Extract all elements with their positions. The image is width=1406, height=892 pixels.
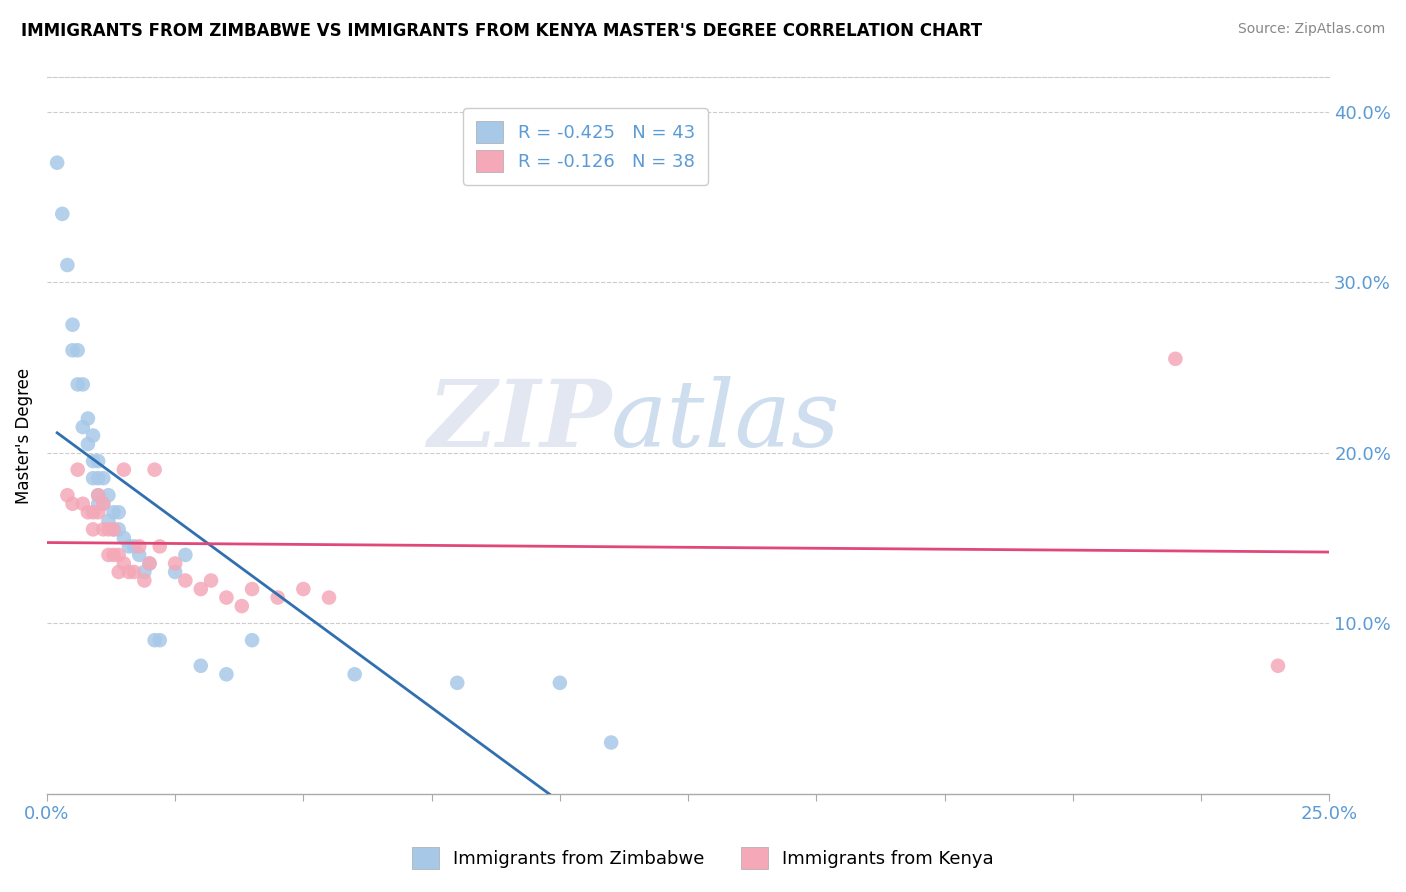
Point — [134, 565, 156, 579]
Point — [112, 463, 135, 477]
Point — [600, 735, 623, 749]
Point — [122, 540, 145, 554]
Point — [149, 633, 172, 648]
Text: IMMIGRANTS FROM ZIMBABWE VS IMMIGRANTS FROM KENYA MASTER'S DEGREE CORRELATION CH: IMMIGRANTS FROM ZIMBABWE VS IMMIGRANTS F… — [21, 22, 983, 40]
Point — [82, 428, 104, 442]
Point — [128, 548, 150, 562]
Point — [118, 540, 141, 554]
Point — [97, 548, 120, 562]
Point — [66, 377, 89, 392]
Point — [231, 599, 253, 613]
Point — [267, 591, 290, 605]
Point — [107, 548, 129, 562]
Point — [343, 667, 366, 681]
Point — [97, 514, 120, 528]
Point — [1267, 658, 1289, 673]
Point — [87, 488, 110, 502]
Point — [174, 548, 197, 562]
Point — [103, 548, 125, 562]
Point — [87, 488, 110, 502]
Point — [112, 557, 135, 571]
Point — [91, 522, 114, 536]
Point — [143, 633, 166, 648]
Point — [82, 471, 104, 485]
Point — [138, 557, 160, 571]
Point — [66, 343, 89, 358]
Point — [82, 522, 104, 536]
Point — [72, 420, 94, 434]
Point — [97, 522, 120, 536]
Point — [62, 343, 84, 358]
Point — [82, 454, 104, 468]
Point — [215, 667, 238, 681]
Point — [128, 540, 150, 554]
Text: ZIP: ZIP — [427, 376, 612, 467]
Point — [446, 676, 468, 690]
Point — [51, 207, 73, 221]
Point — [66, 463, 89, 477]
Point — [143, 463, 166, 477]
Point — [87, 497, 110, 511]
Point — [46, 155, 69, 169]
Point — [103, 505, 125, 519]
Point — [174, 574, 197, 588]
Y-axis label: Master's Degree: Master's Degree — [15, 368, 32, 504]
Legend: R = -0.425   N = 43, R = -0.126   N = 38: R = -0.425 N = 43, R = -0.126 N = 38 — [464, 108, 707, 185]
Point — [91, 497, 114, 511]
Point — [107, 505, 129, 519]
Point — [77, 437, 100, 451]
Point — [91, 471, 114, 485]
Point — [77, 505, 100, 519]
Point — [138, 557, 160, 571]
Point — [292, 582, 315, 596]
Point — [103, 522, 125, 536]
Point — [87, 505, 110, 519]
Point — [107, 522, 129, 536]
Point — [1164, 351, 1187, 366]
Point — [91, 497, 114, 511]
Point — [62, 497, 84, 511]
Point — [103, 522, 125, 536]
Point — [72, 497, 94, 511]
Point — [318, 591, 340, 605]
Point — [87, 454, 110, 468]
Point — [548, 676, 571, 690]
Point — [165, 565, 187, 579]
Point — [112, 531, 135, 545]
Text: Source: ZipAtlas.com: Source: ZipAtlas.com — [1237, 22, 1385, 37]
Point — [215, 591, 238, 605]
Point — [190, 582, 212, 596]
Text: atlas: atlas — [612, 376, 841, 467]
Point — [122, 565, 145, 579]
Point — [165, 557, 187, 571]
Point — [62, 318, 84, 332]
Point — [118, 565, 141, 579]
Point — [82, 505, 104, 519]
Point — [107, 565, 129, 579]
Point — [72, 377, 94, 392]
Point — [56, 488, 79, 502]
Point — [190, 658, 212, 673]
Point — [97, 488, 120, 502]
Point — [240, 633, 263, 648]
Point — [87, 471, 110, 485]
Legend: Immigrants from Zimbabwe, Immigrants from Kenya: Immigrants from Zimbabwe, Immigrants fro… — [404, 838, 1002, 879]
Point — [200, 574, 222, 588]
Point — [149, 540, 172, 554]
Point — [77, 411, 100, 425]
Point — [56, 258, 79, 272]
Point — [240, 582, 263, 596]
Point — [134, 574, 156, 588]
